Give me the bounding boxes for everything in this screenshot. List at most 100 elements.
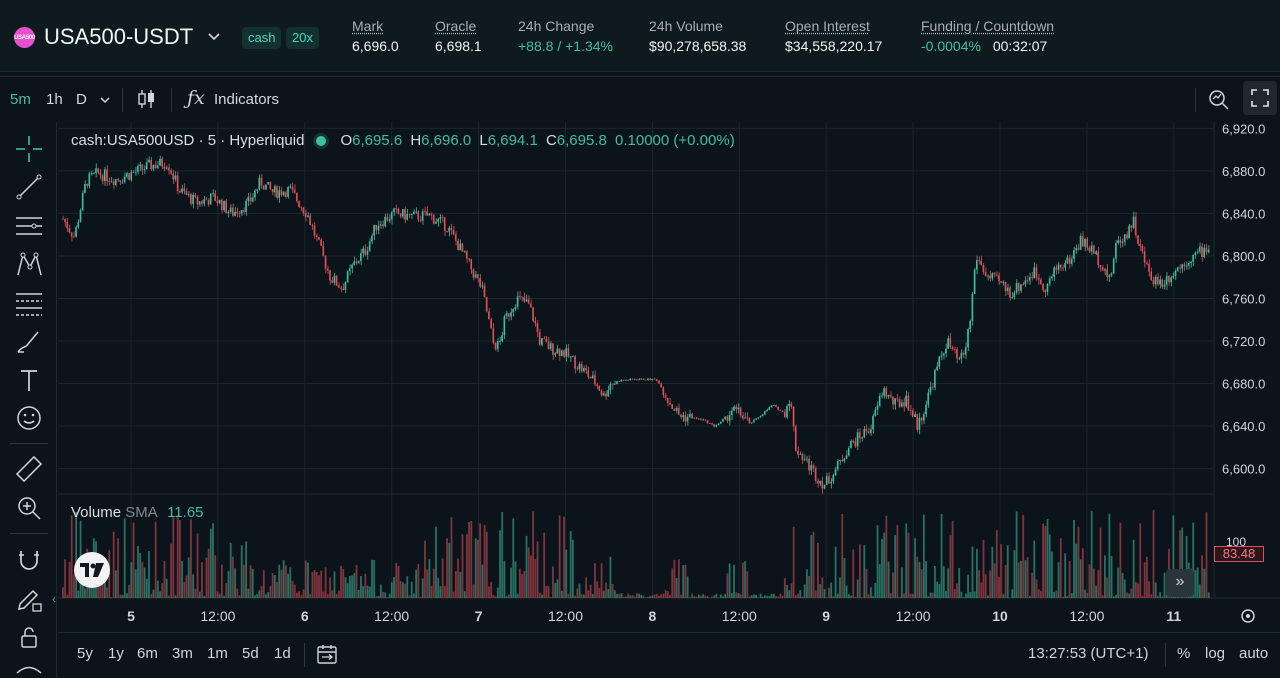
- stat-label[interactable]: Funding / Countdown: [921, 18, 1055, 34]
- candle-body: [251, 197, 254, 202]
- chart-area[interactable]: 6,920.0 6,880.0 6,840.0 6,800.0 6,760.0 6,720…: [52, 122, 1280, 678]
- candle-body: [730, 410, 733, 415]
- scroll-to-realtime-button[interactable]: »: [1166, 569, 1194, 597]
- candle-body: [565, 348, 567, 357]
- pattern-icon[interactable]: [14, 249, 44, 279]
- text-icon[interactable]: [14, 365, 44, 395]
- candle-body: [134, 171, 137, 173]
- interval-5m[interactable]: 5m: [10, 91, 31, 108]
- volume-bar: [181, 560, 184, 598]
- pencil-lock-icon[interactable]: [14, 584, 44, 614]
- volume-bar: [923, 514, 925, 598]
- volume-bar: [638, 593, 641, 598]
- interval-1h[interactable]: 1h: [46, 91, 63, 108]
- candle-body: [413, 211, 415, 215]
- settings-gear-icon[interactable]: [1241, 609, 1255, 623]
- lock-icon[interactable]: [14, 622, 44, 652]
- stat-value-pair: -0.0004% 00:32:07: [921, 38, 1054, 54]
- candle-body: [461, 243, 464, 252]
- range-3m[interactable]: 3m: [172, 645, 193, 662]
- volume-bar: [587, 590, 590, 598]
- candle-body: [205, 199, 208, 201]
- candle-body: [214, 193, 216, 201]
- volume-bar: [847, 594, 850, 598]
- candle-body: [735, 406, 737, 410]
- volume-bar: [978, 570, 980, 598]
- magnet-icon[interactable]: [14, 545, 44, 575]
- stat-label[interactable]: Oracle: [435, 18, 477, 34]
- candle-body: [1066, 257, 1069, 263]
- chevron-down-icon[interactable]: [99, 95, 111, 105]
- candle-body: [836, 460, 839, 470]
- horizontal-lines-icon[interactable]: [14, 211, 44, 241]
- range-1y[interactable]: 1y: [108, 645, 124, 662]
- volume-bar: [726, 573, 729, 598]
- volume-bar: [1095, 585, 1098, 598]
- range-1d[interactable]: 1d: [274, 645, 291, 662]
- fib-retracement-icon[interactable]: [14, 288, 44, 318]
- volume-bar: [494, 596, 497, 598]
- range-5d[interactable]: 5d: [242, 645, 259, 662]
- stat-label[interactable]: Mark: [352, 18, 384, 34]
- date-range-icon[interactable]: [316, 643, 338, 665]
- eye-icon[interactable]: [14, 658, 44, 678]
- collapse-arrow-icon[interactable]: ‹: [52, 592, 56, 606]
- auto-toggle[interactable]: auto: [1239, 645, 1269, 662]
- trend-line-icon[interactable]: [14, 172, 44, 202]
- candle-body: [975, 260, 978, 270]
- candles-icon[interactable]: [137, 88, 157, 110]
- fullscreen-button[interactable]: [1243, 81, 1277, 115]
- volume-bar: [980, 582, 983, 598]
- ruler-icon[interactable]: [14, 454, 44, 484]
- range-6m[interactable]: 6m: [137, 645, 158, 662]
- volume-bar: [335, 593, 338, 598]
- chevron-down-icon[interactable]: [206, 28, 222, 44]
- candle-body: [828, 476, 830, 484]
- volume-bar: [201, 562, 203, 598]
- volume-bar: [419, 596, 422, 598]
- crosshair-icon[interactable]: [14, 134, 44, 164]
- candle-body: [759, 416, 762, 418]
- indicators-button[interactable]: Indicators: [214, 91, 280, 108]
- tradingview-logo-icon[interactable]: [74, 552, 110, 588]
- candle-body: [79, 210, 82, 223]
- volume-bar: [741, 562, 744, 598]
- volume-bar: [962, 597, 965, 598]
- zoom-in-icon[interactable]: [14, 493, 44, 523]
- volume-bar: [337, 590, 340, 598]
- clock-readout[interactable]: 13:27:53 (UTC+1): [1028, 645, 1149, 662]
- volume-bar: [472, 584, 475, 598]
- candle-body: [788, 403, 790, 407]
- brush-icon[interactable]: [14, 326, 44, 356]
- candle-body: [1185, 265, 1188, 267]
- candle-body: [119, 180, 122, 182]
- volume-bar: [536, 541, 539, 598]
- candle-body: [772, 405, 775, 407]
- volume-bar: [1192, 522, 1195, 598]
- emoji-icon[interactable]: [14, 403, 44, 433]
- interval-d[interactable]: D: [76, 91, 87, 108]
- stat-label[interactable]: Open Interest: [785, 18, 870, 34]
- candle-body: [673, 408, 676, 411]
- volume-bar: [468, 521, 471, 598]
- volume-label[interactable]: Volume: [71, 504, 122, 521]
- volume-bar: [170, 543, 172, 598]
- stat-value: $90,278,658.38: [649, 38, 747, 54]
- percent-toggle[interactable]: %: [1177, 645, 1191, 662]
- candle-body: [708, 423, 711, 424]
- symbol-selector[interactable]: USA500-USDT: [44, 24, 194, 49]
- function-icon[interactable]: ƒx: [187, 87, 205, 109]
- range-5y[interactable]: 5y: [77, 645, 93, 662]
- price-chart[interactable]: 6,920.0 6,880.0 6,840.0 6,800.0 6,760.0 6,720…: [58, 122, 1280, 632]
- leverage-badge[interactable]: 20x: [286, 27, 319, 49]
- candle-body: [777, 406, 779, 410]
- volume-bar: [112, 531, 115, 598]
- zoom-search-icon[interactable]: [1208, 88, 1230, 110]
- volume-bar: [496, 587, 499, 598]
- candle-body: [870, 429, 872, 434]
- divider: [10, 443, 48, 444]
- range-1m[interactable]: 1m: [207, 645, 228, 662]
- volume-bar: [377, 595, 380, 598]
- log-toggle[interactable]: log: [1205, 645, 1226, 662]
- legend-symbol[interactable]: cash:USA500USD · 5 · Hyperliquid: [71, 132, 305, 149]
